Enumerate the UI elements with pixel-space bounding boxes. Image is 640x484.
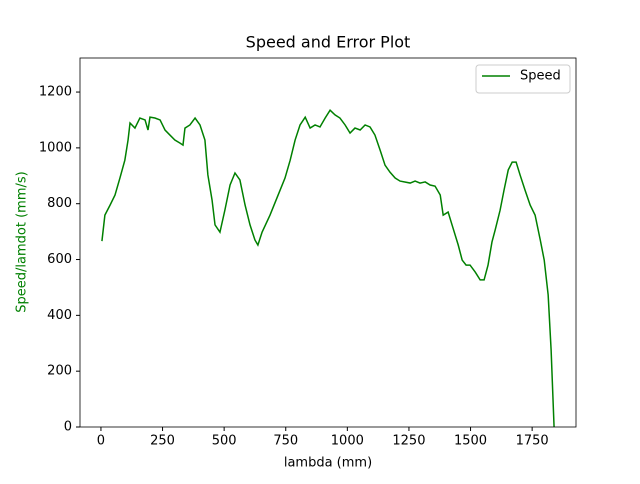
legend-box [475, 64, 571, 94]
y-tick-label: 800 [47, 196, 72, 211]
legend-label: Speed [520, 69, 561, 84]
x-axis-label: lambda (mm) [284, 456, 372, 471]
y-tick-label: 600 [47, 252, 72, 267]
line-series [101, 109, 555, 427]
x-tick-label: 0 [97, 434, 105, 449]
chart-title: Speed and Error Plot [246, 33, 411, 52]
y-tick-label: 1000 [39, 140, 72, 155]
x-tick-label: 750 [273, 434, 298, 449]
x-tick-label: 1000 [331, 434, 364, 449]
y-tick-label: 0 [64, 420, 72, 435]
x-tick-label: 250 [150, 434, 175, 449]
x-tick-label: 1500 [454, 434, 487, 449]
x-tick-label: 1250 [392, 434, 425, 449]
y-tick-label: 400 [47, 308, 72, 323]
y-tick-label: 200 [47, 364, 72, 379]
y-tick-label: 1200 [39, 85, 72, 100]
x-tick-label: 500 [212, 434, 237, 449]
plot-frame [79, 57, 577, 428]
y-axis-label: Speed/lamdot (mm/s) [15, 171, 30, 312]
x-tick-label: 1750 [516, 434, 549, 449]
